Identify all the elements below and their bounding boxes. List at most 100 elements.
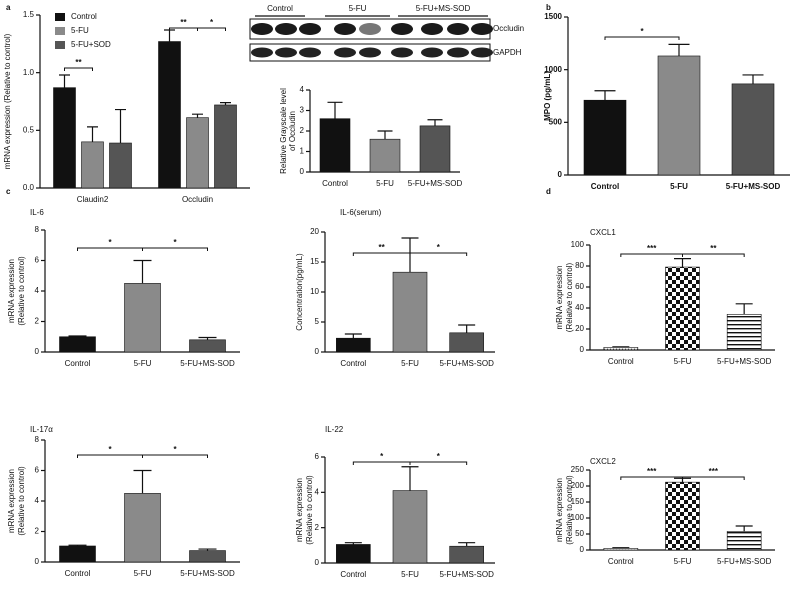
error-bar [735, 303, 753, 315]
error-bar [377, 130, 393, 140]
significance-label: *** [647, 467, 657, 476]
blot-band [251, 47, 273, 58]
significance-bracket [142, 247, 208, 251]
error-bar [458, 324, 476, 333]
chart: 0 2 4 6 8 mRNA expression (Relative to control… [7, 425, 240, 578]
blot-band [334, 47, 356, 58]
y-tick-label: 1 [300, 147, 305, 156]
bar [189, 339, 226, 353]
y-axis-label: (Relative to control) [17, 256, 26, 326]
significance-bracket [620, 253, 683, 257]
bar [665, 481, 700, 551]
y-tick-label: 2 [35, 317, 40, 326]
error-bar [192, 113, 203, 118]
y-tick-label: 2 [300, 126, 305, 135]
error-bar [594, 90, 616, 101]
bar [186, 117, 209, 189]
bar [726, 313, 762, 351]
y-axis-label: MPO (pg/mL) [543, 71, 552, 121]
y-tick-label: 0 [35, 557, 40, 566]
x-tick-label: 5-FU+MS-SOD [439, 570, 494, 579]
x-tick-label: Claudin2 [77, 195, 109, 204]
significance-label: * [173, 238, 177, 247]
significance-bracket [352, 252, 411, 256]
x-tick-label: 5-FU [401, 570, 419, 579]
bar [214, 104, 237, 189]
bar [603, 347, 639, 351]
y-tick-label: 10 [310, 287, 319, 296]
x-tick-label: 5-FU [134, 569, 152, 578]
legend-label: Control [71, 12, 97, 21]
chart-title: IL-6(serum) [340, 208, 382, 217]
y-tick-label: 8 [35, 435, 40, 444]
error-bar [344, 542, 362, 545]
x-tick-label: Control [591, 182, 619, 191]
chart: 0 20 40 60 80 100 mRNA expression (Relative to … [555, 228, 775, 366]
significance-label: ** [75, 58, 82, 67]
significance-label: * [210, 18, 214, 27]
bar [603, 548, 639, 551]
legend-swatch [55, 13, 65, 21]
blot-band [359, 47, 381, 58]
blot-group-label: 5-FU+MS-SOD [416, 4, 471, 13]
x-tick-label: 5-FU [376, 179, 394, 188]
y-tick-label: 500 [549, 117, 563, 126]
y-tick-label: 4 [300, 85, 305, 94]
bar [392, 490, 428, 564]
blot-protein-label: GAPDH [493, 48, 522, 57]
x-tick-label: Control [340, 359, 366, 368]
y-tick-label: 1000 [544, 65, 562, 74]
bar [53, 87, 76, 189]
y-tick-label: 0.5 [23, 125, 35, 134]
y-tick-label: 1500 [544, 12, 562, 21]
x-tick-label: 5-FU [674, 557, 692, 566]
error-bar [612, 346, 630, 348]
x-tick-label: 5-FU+MS-SOD [180, 359, 235, 368]
y-tick-label: 1.0 [23, 68, 35, 77]
error-bar [115, 108, 126, 144]
panel-letter: a [6, 3, 11, 12]
y-tick-label: 4 [35, 286, 40, 295]
blot-band [299, 47, 321, 58]
significance-bracket [409, 461, 468, 465]
blot-band [421, 47, 443, 58]
chart: 0.0 0.5 1.0 1.5 mRNA expression (Relative to… [3, 10, 250, 204]
y-tick-label: 0 [35, 347, 40, 356]
error-bar [164, 29, 175, 42]
bar [81, 141, 104, 189]
error-bar [68, 544, 87, 546]
y-tick-label: 6 [35, 466, 40, 475]
error-bar [133, 469, 152, 494]
bar [336, 337, 371, 353]
error-bar [458, 542, 476, 547]
y-tick-label: 0 [580, 545, 585, 554]
significance-bracket [77, 247, 143, 251]
significance-label: * [640, 27, 644, 36]
blot-band [299, 23, 321, 35]
error-bar [59, 74, 70, 88]
y-tick-label: 5 [315, 317, 320, 326]
y-tick-label: 250 [571, 465, 585, 474]
blot-band [421, 23, 443, 35]
blot-band [471, 23, 493, 35]
y-axis-label: Concentration(pg/mL) [295, 253, 304, 331]
blot-band [391, 47, 413, 58]
significance-label: ** [379, 243, 386, 252]
significance-label: * [380, 452, 384, 461]
significance-bracket [352, 461, 411, 465]
chart-title: IL-6 [30, 208, 44, 217]
y-tick-label: 20 [310, 227, 319, 236]
y-tick-label: 8 [35, 225, 40, 234]
bar [665, 266, 700, 351]
blot-band [275, 47, 297, 58]
legend-label: 5-FU [71, 26, 89, 35]
blot-band [334, 23, 356, 35]
y-tick-label: 0.0 [23, 183, 35, 192]
error-bar [612, 547, 630, 549]
y-tick-label: 15 [310, 257, 319, 266]
blot-band [471, 47, 493, 58]
bar [369, 138, 401, 173]
y-axis-label: mRNA expression (Relative to control) [3, 33, 12, 169]
blot-band [447, 47, 469, 58]
error-bar [87, 126, 98, 142]
